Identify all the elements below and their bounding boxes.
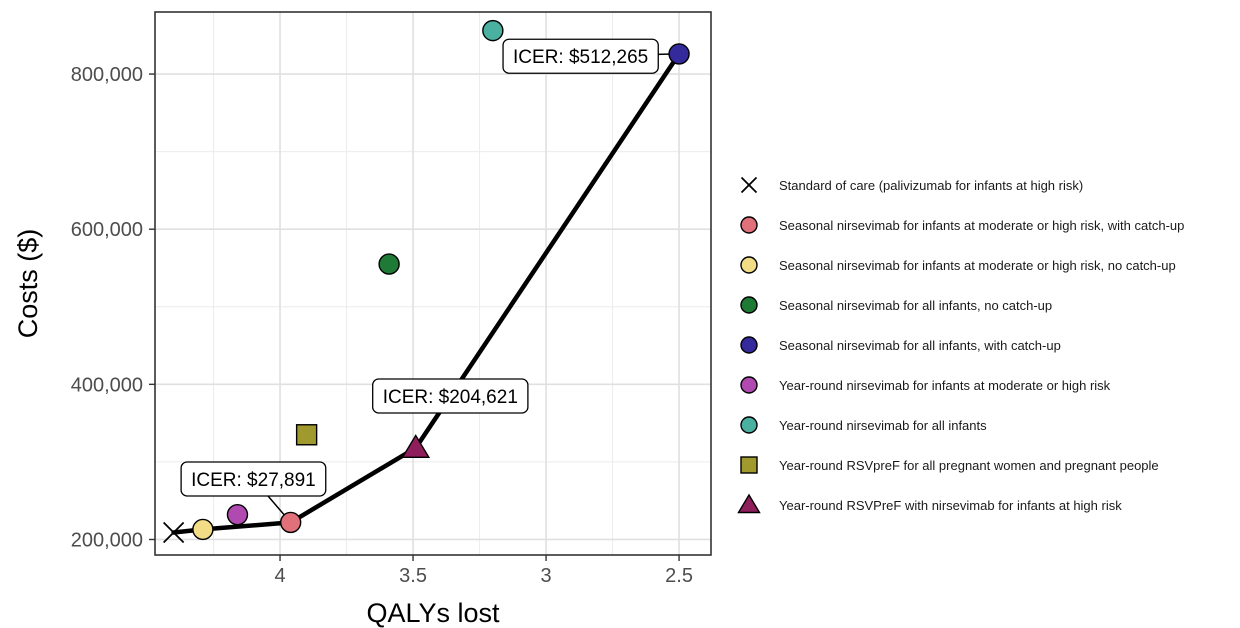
annotation-connectors xyxy=(252,53,680,523)
legend-item: Seasonal nirsevimab for infants at moder… xyxy=(740,216,1184,234)
legend-symbol xyxy=(740,376,758,394)
x-tick-label: 4 xyxy=(274,565,285,587)
legend-symbol xyxy=(740,176,758,194)
legend-label: Year-round RSVPreF with nirsevimab for i… xyxy=(779,498,1122,513)
x-tick-label: 3.5 xyxy=(399,565,427,587)
y-axis-ticks: 200,000 400,000 600,000 800,000 xyxy=(71,64,155,551)
legend: Standard of care (palivizumab for infant… xyxy=(737,176,1184,514)
data-point xyxy=(162,521,185,544)
legend-label: Seasonal nirsevimab for all infants, no … xyxy=(779,298,1052,313)
callout-label: ICER: $512,265 xyxy=(513,47,648,68)
legend-item: Year-round RSVpreF for all pregnant wome… xyxy=(740,456,1159,474)
x-axis-title: QALYs lost xyxy=(366,598,500,628)
legend-symbol xyxy=(740,296,758,314)
legend-symbol xyxy=(740,216,758,234)
legend-symbol xyxy=(737,493,761,514)
icer-callout: ICER: $512,265 xyxy=(502,38,659,74)
legend-item: Seasonal nirsevimab for all infants, wit… xyxy=(740,336,1061,354)
legend-item: Year-round nirsevimab for infants at mod… xyxy=(740,376,1111,394)
data-point xyxy=(192,518,214,541)
icer-callout: ICER: $204,621 xyxy=(372,378,529,414)
legend-label: Year-round RSVpreF for all pregnant wome… xyxy=(779,458,1159,473)
data-point xyxy=(378,253,400,275)
legend-item: Year-round nirsevimab for all infants xyxy=(740,416,987,434)
legend-item: Year-round RSVPreF with nirsevimab for i… xyxy=(737,493,1122,514)
legend-symbol xyxy=(740,336,758,354)
legend-symbol xyxy=(740,456,758,474)
data-point xyxy=(295,424,318,446)
y-tick-label: 400,000 xyxy=(71,374,143,396)
data-point xyxy=(482,19,504,42)
data-point xyxy=(279,511,302,534)
y-tick-label: 200,000 xyxy=(71,529,143,551)
legend-label: Seasonal nirsevimab for all infants, wit… xyxy=(779,338,1061,353)
legend-label: Standard of care (palivizumab for infant… xyxy=(779,178,1083,193)
legend-item: Seasonal nirsevimab for all infants, no … xyxy=(740,296,1052,314)
legend-label: Year-round nirsevimab for infants at mod… xyxy=(779,378,1111,393)
frontier-line xyxy=(171,51,682,535)
legend-label: Year-round nirsevimab for all infants xyxy=(779,418,987,433)
callout-label: ICER: $27,891 xyxy=(191,470,316,491)
legend-item: Standard of care (palivizumab for infant… xyxy=(740,176,1083,194)
y-tick-label: 600,000 xyxy=(71,219,143,241)
data-point xyxy=(226,503,249,526)
legend-item: Seasonal nirsevimab for infants at moder… xyxy=(740,256,1176,274)
data-points xyxy=(162,19,690,544)
x-tick-label: 2.5 xyxy=(665,565,693,587)
icer-callout: ICER: $27,891 xyxy=(180,461,327,497)
y-axis-title: Costs ($) xyxy=(13,229,43,339)
callout-box xyxy=(180,461,327,497)
x-tick-label: 3 xyxy=(540,565,551,587)
legend-symbol xyxy=(740,416,758,434)
legend-label: Seasonal nirsevimab for infants at moder… xyxy=(779,218,1184,233)
callout-box xyxy=(502,38,659,74)
data-point xyxy=(668,43,690,65)
plot-panel-border xyxy=(154,11,712,556)
callout-label: ICER: $204,621 xyxy=(383,387,518,408)
x-axis-ticks: 4 3.5 3 2.5 xyxy=(274,555,693,587)
legend-symbol xyxy=(740,256,758,274)
y-tick-label: 800,000 xyxy=(71,64,143,86)
data-point xyxy=(401,434,431,459)
legend-label: Seasonal nirsevimab for infants at moder… xyxy=(779,258,1176,273)
efficiency-frontier xyxy=(171,51,682,535)
callout-box xyxy=(372,378,529,414)
icer-annotations: ICER: $27,891 ICER: $204,621 ICER: $512,26… xyxy=(180,38,659,497)
